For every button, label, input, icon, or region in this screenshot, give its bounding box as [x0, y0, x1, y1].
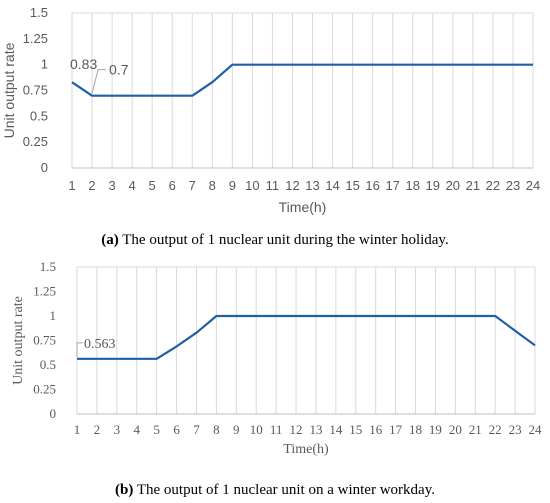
x-axis-label: Time(h) [279, 199, 327, 215]
x-tick-label: 3 [108, 178, 115, 193]
series-line [71, 63, 533, 97]
y-tick-label: 0.5 [40, 357, 56, 372]
y-tick-label: 1 [50, 308, 57, 323]
x-tick-label: 17 [389, 422, 403, 437]
caption-b-text: The output of 1 nuclear unit on a winter… [133, 482, 435, 498]
x-tick-label: 10 [250, 422, 263, 437]
x-tick-label: 2 [94, 422, 101, 437]
x-tick-label: 23 [509, 422, 522, 437]
x-tick-label: 19 [429, 422, 442, 437]
caption-b: (b) The output of 1 nuclear unit on a wi… [0, 482, 550, 499]
x-tick-label: 4 [129, 178, 136, 193]
x-tick-label: 21 [469, 422, 482, 437]
caption-a-text: The output of 1 nuclear unit during the … [118, 232, 449, 248]
y-axis-label: Unit output rate [11, 296, 26, 385]
x-tick-label: 22 [486, 178, 500, 193]
x-tick-label: 4 [133, 422, 140, 437]
x-tick-label: 24 [529, 422, 543, 437]
x-tick-label: 24 [526, 178, 540, 193]
x-tick-label: 6 [173, 422, 180, 437]
x-tick-label: 6 [169, 178, 176, 193]
annotation-leader [91, 69, 107, 94]
caption-a: (a) The output of 1 nuclear unit during … [0, 232, 550, 249]
x-tick-label: 22 [489, 422, 502, 437]
x-tick-label: 8 [209, 178, 216, 193]
y-tick-label: 0.25 [23, 134, 48, 149]
y-tick-label: 0.75 [23, 83, 48, 98]
x-tick-label: 14 [329, 422, 343, 437]
x-tick-label: 12 [285, 178, 299, 193]
y-tick-label: 0.5 [30, 108, 48, 123]
x-tick-label: 1 [68, 178, 75, 193]
x-tick-label: 20 [446, 178, 460, 193]
x-tick-label: 18 [409, 422, 422, 437]
x-tick-label: 16 [365, 178, 379, 193]
y-tick-label: 0.75 [33, 333, 56, 348]
x-tick-label: 19 [426, 178, 440, 193]
y-tick-label: 1.25 [23, 31, 48, 46]
x-tick-label: 11 [270, 422, 283, 437]
x-tick-label: 15 [345, 178, 359, 193]
y-tick-label: 1.25 [33, 284, 56, 299]
y-axis-label: Unit output rate [1, 42, 17, 138]
x-tick-label: 14 [325, 178, 339, 193]
x-tick-label: 5 [149, 178, 156, 193]
x-tick-label: 7 [189, 178, 196, 193]
x-tick-label: 12 [290, 422, 303, 437]
y-tick-label: 0 [41, 160, 48, 175]
caption-a-label: (a) [101, 232, 119, 248]
y-tick-label: 0 [50, 406, 57, 421]
annotation-label: 0.83 [70, 56, 97, 72]
x-tick-label: 8 [213, 422, 220, 437]
x-tick-label: 9 [233, 422, 240, 437]
x-tick-label: 18 [406, 178, 420, 193]
x-tick-label: 9 [229, 178, 236, 193]
x-tick-label: 2 [88, 178, 95, 193]
annotation-label: 0.7 [109, 62, 129, 78]
x-tick-label: 17 [385, 178, 399, 193]
x-tick-label: 16 [369, 422, 383, 437]
x-tick-label: 10 [245, 178, 259, 193]
y-tick-label: 1.5 [40, 259, 56, 274]
series-line [77, 314, 536, 360]
annotation-label: 0.563 [84, 337, 116, 352]
x-tick-label: 1 [74, 422, 81, 437]
x-tick-label: 7 [193, 422, 200, 437]
x-tick-label: 23 [506, 178, 520, 193]
y-tick-label: 1 [41, 57, 48, 72]
x-tick-label: 5 [153, 422, 160, 437]
y-tick-label: 0.25 [33, 382, 56, 397]
x-axis-label: Time(h) [283, 442, 329, 457]
x-tick-label: 13 [305, 178, 319, 193]
caption-b-label: (b) [115, 482, 134, 498]
x-tick-label: 15 [349, 422, 362, 437]
x-tick-label: 3 [114, 422, 121, 437]
x-tick-label: 20 [449, 422, 462, 437]
x-tick-label: 13 [309, 422, 322, 437]
x-tick-label: 21 [466, 178, 480, 193]
y-tick-label: 1.5 [30, 5, 48, 20]
annotation-leader [76, 342, 83, 357]
x-tick-label: 11 [266, 178, 280, 193]
